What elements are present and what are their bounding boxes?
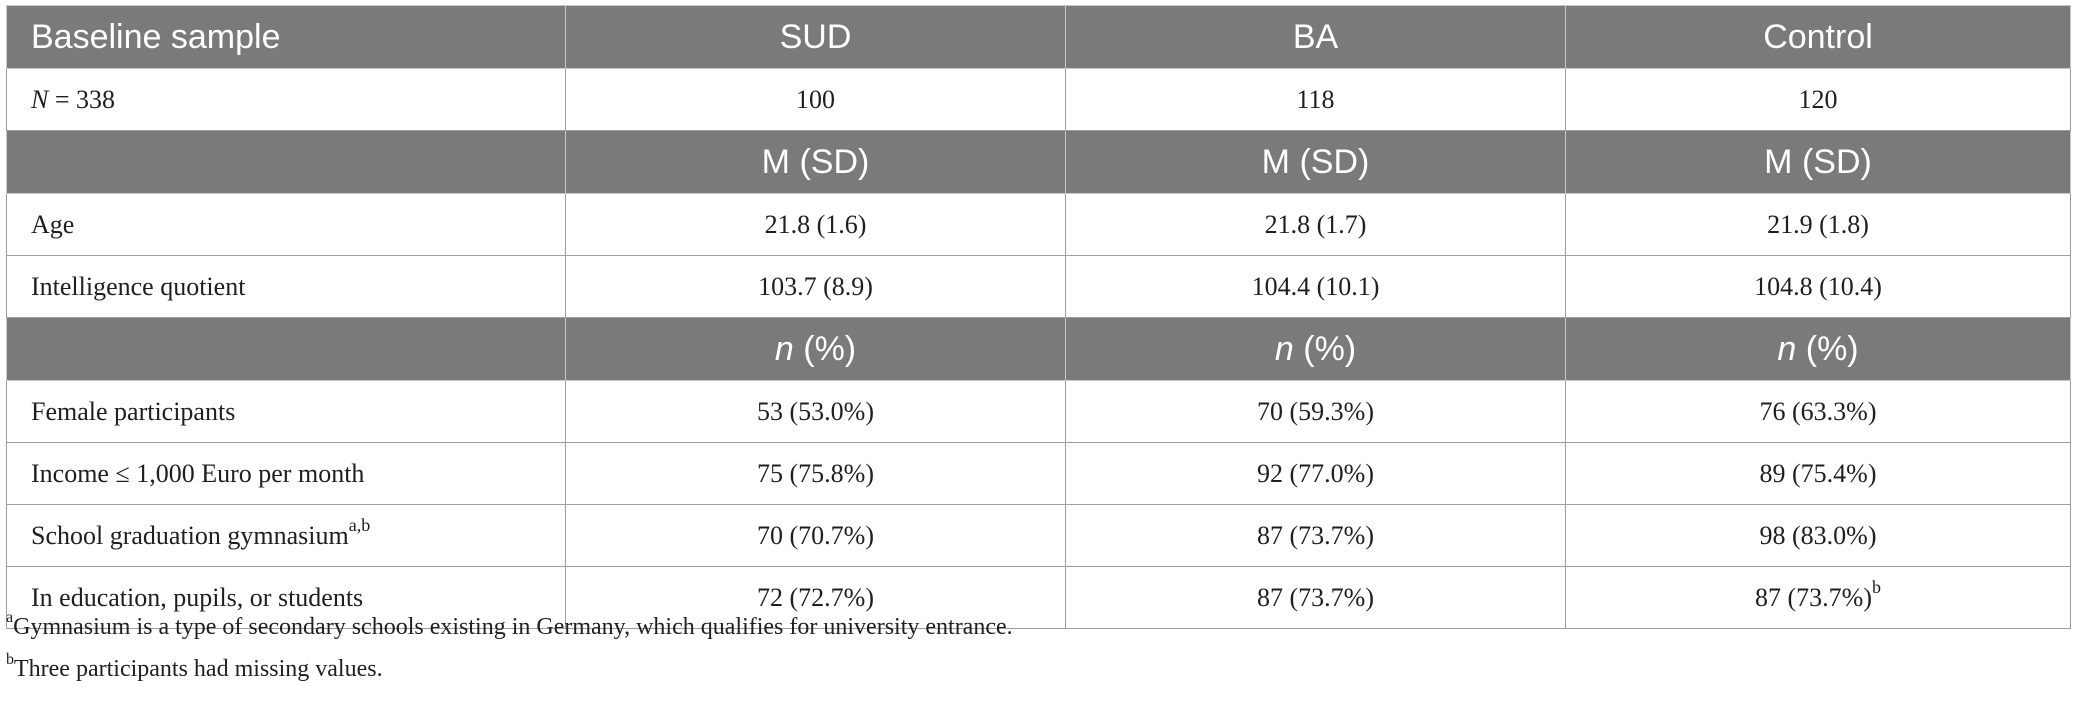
footnotes: aGymnasium is a type of secondary school… [6,606,1013,690]
cell-iq-ba: 104.4 (10.1) [1065,255,1566,318]
cell-female-ba: 70 (59.3%) [1065,380,1566,443]
footnote-text: Gymnasium is a type of secondary schools… [13,614,1013,640]
section-heading-control: M (SD) [1565,130,2071,194]
row-label-gymnasium: School graduation gymnasiuma,b [6,504,566,567]
row-label-iq: Intelligence quotient [6,255,566,318]
cell-income-control: 89 (75.4%) [1565,442,2071,505]
footnote-mark: a [6,609,14,626]
n-symbol: n [1274,329,1294,368]
n-label-symbol: N [31,84,49,114]
row-label-female: Female participants [6,380,566,443]
row-label-age: Age [6,193,566,256]
n-label: N = 338 [6,68,566,131]
n-label-value: = 338 [48,84,116,114]
header-group-sud: SUD [565,5,1066,69]
n-value-control: 120 [1565,68,2071,131]
section-heading-blank [6,130,566,194]
cell-income-sud: 75 (75.8%) [565,442,1066,505]
table-row: School graduation gymnasiuma,b 70 (70.7%… [6,504,2071,567]
table-row: Intelligence quotient 103.7 (8.9) 104.4 … [6,255,2071,318]
section-heading-ba: n (%) [1065,317,1566,381]
section-heading-n-percent: n (%) n (%) n (%) [6,317,2071,381]
education-control-value: 87 (73.7%) [1755,582,1872,612]
table-row: Female participants 53 (53.0%) 70 (59.3%… [6,380,2071,443]
n-value-sud: 100 [565,68,1066,131]
percent-label: (%) [1293,329,1357,368]
n-symbol: n [1777,329,1797,368]
section-heading-blank [6,317,566,381]
cell-iq-control: 104.8 (10.4) [1565,255,2071,318]
table-row: Age 21.8 (1.6) 21.8 (1.7) 21.9 (1.8) [6,193,2071,256]
footnote-mark: b [6,651,14,668]
cell-education-sud: 72 (72.7%) [565,566,1066,629]
baseline-sample-table: Baseline sample SUD BA Control N = 338 1… [6,5,2071,629]
header-row: Baseline sample SUD BA Control [6,5,2071,69]
n-symbol: n [774,329,794,368]
footnote-a: aGymnasium is a type of secondary school… [6,606,1013,648]
cell-gymnasium-ba: 87 (73.7%) [1065,504,1566,567]
section-heading-sud: n (%) [565,317,1066,381]
n-row: N = 338 100 118 120 [6,68,2071,131]
header-group-control: Control [1565,5,2071,69]
cell-age-sud: 21.8 (1.6) [565,193,1066,256]
section-heading-sud: M (SD) [565,130,1066,194]
cell-education-ba: 87 (73.7%) [1065,566,1566,629]
header-label: Baseline sample [6,5,566,69]
section-heading-mean-sd: M (SD) M (SD) M (SD) [6,130,2071,194]
footnote-text: Three participants had missing values. [14,656,383,682]
section-heading-ba: M (SD) [1065,130,1566,194]
table-row: In education, pupils, or students 72 (72… [6,566,2071,629]
table-row: Income ≤ 1,000 Euro per month 75 (75.8%)… [6,442,2071,505]
cell-gymnasium-sud: 70 (70.7%) [565,504,1066,567]
cell-gymnasium-control: 98 (83.0%) [1565,504,2071,567]
row-label-income: Income ≤ 1,000 Euro per month [6,442,566,505]
cell-age-control: 21.9 (1.8) [1565,193,2071,256]
cell-income-ba: 92 (77.0%) [1065,442,1566,505]
n-value-ba: 118 [1065,68,1566,131]
cell-education-control: 87 (73.7%)b [1565,566,2071,629]
percent-label: (%) [793,329,857,368]
percent-label: (%) [1796,329,1859,368]
footnote-marker: a,b [348,514,371,535]
footnote-marker: b [1871,576,1881,597]
section-heading-control: n (%) [1565,317,2071,381]
header-group-ba: BA [1065,5,1566,69]
cell-female-sud: 53 (53.0%) [565,380,1066,443]
footnote-b: bThree participants had missing values. [6,648,1013,690]
cell-iq-sud: 103.7 (8.9) [565,255,1066,318]
cell-female-control: 76 (63.3%) [1565,380,2071,443]
row-label-education: In education, pupils, or students [6,566,566,629]
cell-age-ba: 21.8 (1.7) [1065,193,1566,256]
gymnasium-label-text: School graduation gymnasium [31,520,349,550]
